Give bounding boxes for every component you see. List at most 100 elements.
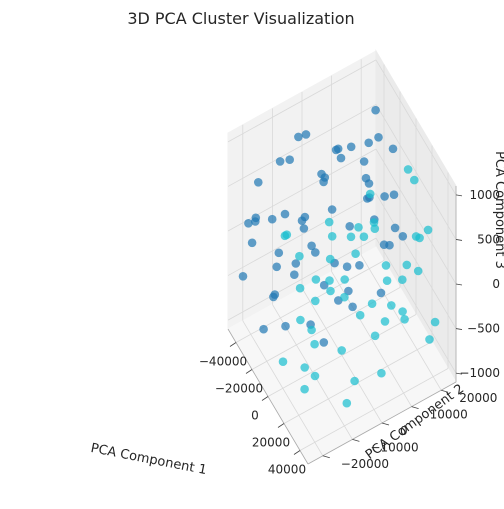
data-point (369, 218, 379, 227)
data-point (345, 222, 355, 231)
data-point (342, 398, 352, 408)
data-point (270, 290, 280, 299)
data-point (380, 317, 390, 326)
data-point (365, 189, 375, 199)
data-point (327, 232, 337, 241)
z-tick-label: 500 (477, 232, 500, 246)
data-point (296, 315, 305, 325)
y-tick-mark (381, 422, 390, 426)
x-tick-mark (277, 423, 285, 428)
data-point (359, 157, 369, 166)
data-point (390, 223, 400, 233)
data-point (300, 384, 309, 394)
data-point (310, 339, 319, 349)
data-point (382, 276, 392, 286)
data-point (398, 275, 407, 285)
data-point (275, 157, 285, 166)
data-point (370, 331, 380, 341)
y-tick-label: 10000 (430, 408, 468, 422)
data-point (326, 286, 335, 296)
z-tick-label: −1000 (459, 366, 500, 380)
data-point (310, 371, 320, 381)
data-point (253, 178, 263, 187)
gridline-y (360, 254, 442, 391)
data-point (376, 288, 386, 298)
data-point (280, 209, 290, 219)
gridline-z (227, 59, 377, 143)
data-point (301, 130, 311, 139)
data-point (299, 224, 309, 233)
data-point (295, 283, 305, 293)
data-point (311, 275, 321, 284)
data-point (423, 225, 433, 235)
data-point (281, 321, 290, 331)
x-tick-mark (261, 396, 269, 401)
data-point (325, 276, 334, 285)
data-point (327, 205, 337, 214)
data-point (251, 213, 261, 223)
gridline-z (227, 237, 377, 321)
data-point (340, 275, 350, 284)
data-point (398, 307, 407, 316)
z-tick-mark (455, 372, 463, 375)
data-point (272, 262, 282, 272)
data-point (387, 301, 396, 310)
data-point (244, 219, 253, 228)
data-point (425, 335, 434, 344)
data-point (364, 138, 374, 148)
data-point (337, 346, 347, 355)
data-point (346, 142, 356, 152)
data-point (342, 262, 352, 272)
x-axis-label: PCA Component 1 (89, 441, 208, 478)
data-point (319, 177, 328, 187)
data-point (430, 317, 440, 327)
y-tick-mark (441, 389, 449, 393)
data-points (238, 105, 440, 408)
x-tick-label: 40000 (268, 463, 306, 477)
x-tick-mark (245, 369, 253, 374)
data-point (380, 192, 389, 201)
data-point (346, 232, 356, 242)
x-tick-label: 0 (251, 409, 259, 423)
y-tick-label: 0 (400, 424, 408, 438)
data-point (370, 224, 380, 233)
data-point (325, 254, 335, 264)
z-tick-mark (455, 283, 463, 286)
gridline-y (242, 320, 324, 457)
data-point (340, 292, 349, 302)
data-point (402, 260, 412, 270)
data-point (381, 261, 391, 270)
data-point (333, 144, 343, 154)
gridline-z (375, 148, 457, 285)
data-point (280, 231, 290, 241)
data-point (367, 299, 377, 309)
z-tick-label: −500 (467, 322, 500, 336)
y-tick-mark (322, 455, 330, 459)
z-tick-mark (455, 328, 463, 330)
data-point (317, 169, 326, 179)
data-point (374, 133, 383, 142)
data-point (413, 266, 423, 276)
data-point (319, 338, 329, 347)
data-point (307, 241, 316, 251)
data-point (300, 363, 310, 372)
z-tick-label: 1000 (469, 188, 500, 202)
x-tick-mark (293, 450, 301, 455)
data-point (290, 270, 299, 280)
y-tick-mark (411, 406, 419, 409)
data-point (285, 155, 295, 164)
data-point (324, 217, 334, 227)
data-point (311, 296, 320, 306)
data-point (379, 240, 389, 249)
data-point (259, 324, 268, 334)
data-point (350, 376, 359, 386)
gridline-z (375, 59, 457, 196)
axes-panes (227, 49, 457, 465)
x-tick-label: 20000 (252, 436, 290, 450)
data-point (400, 315, 409, 324)
y-tick-mark (352, 439, 360, 442)
data-point (371, 105, 380, 115)
gridline-z (227, 104, 377, 187)
